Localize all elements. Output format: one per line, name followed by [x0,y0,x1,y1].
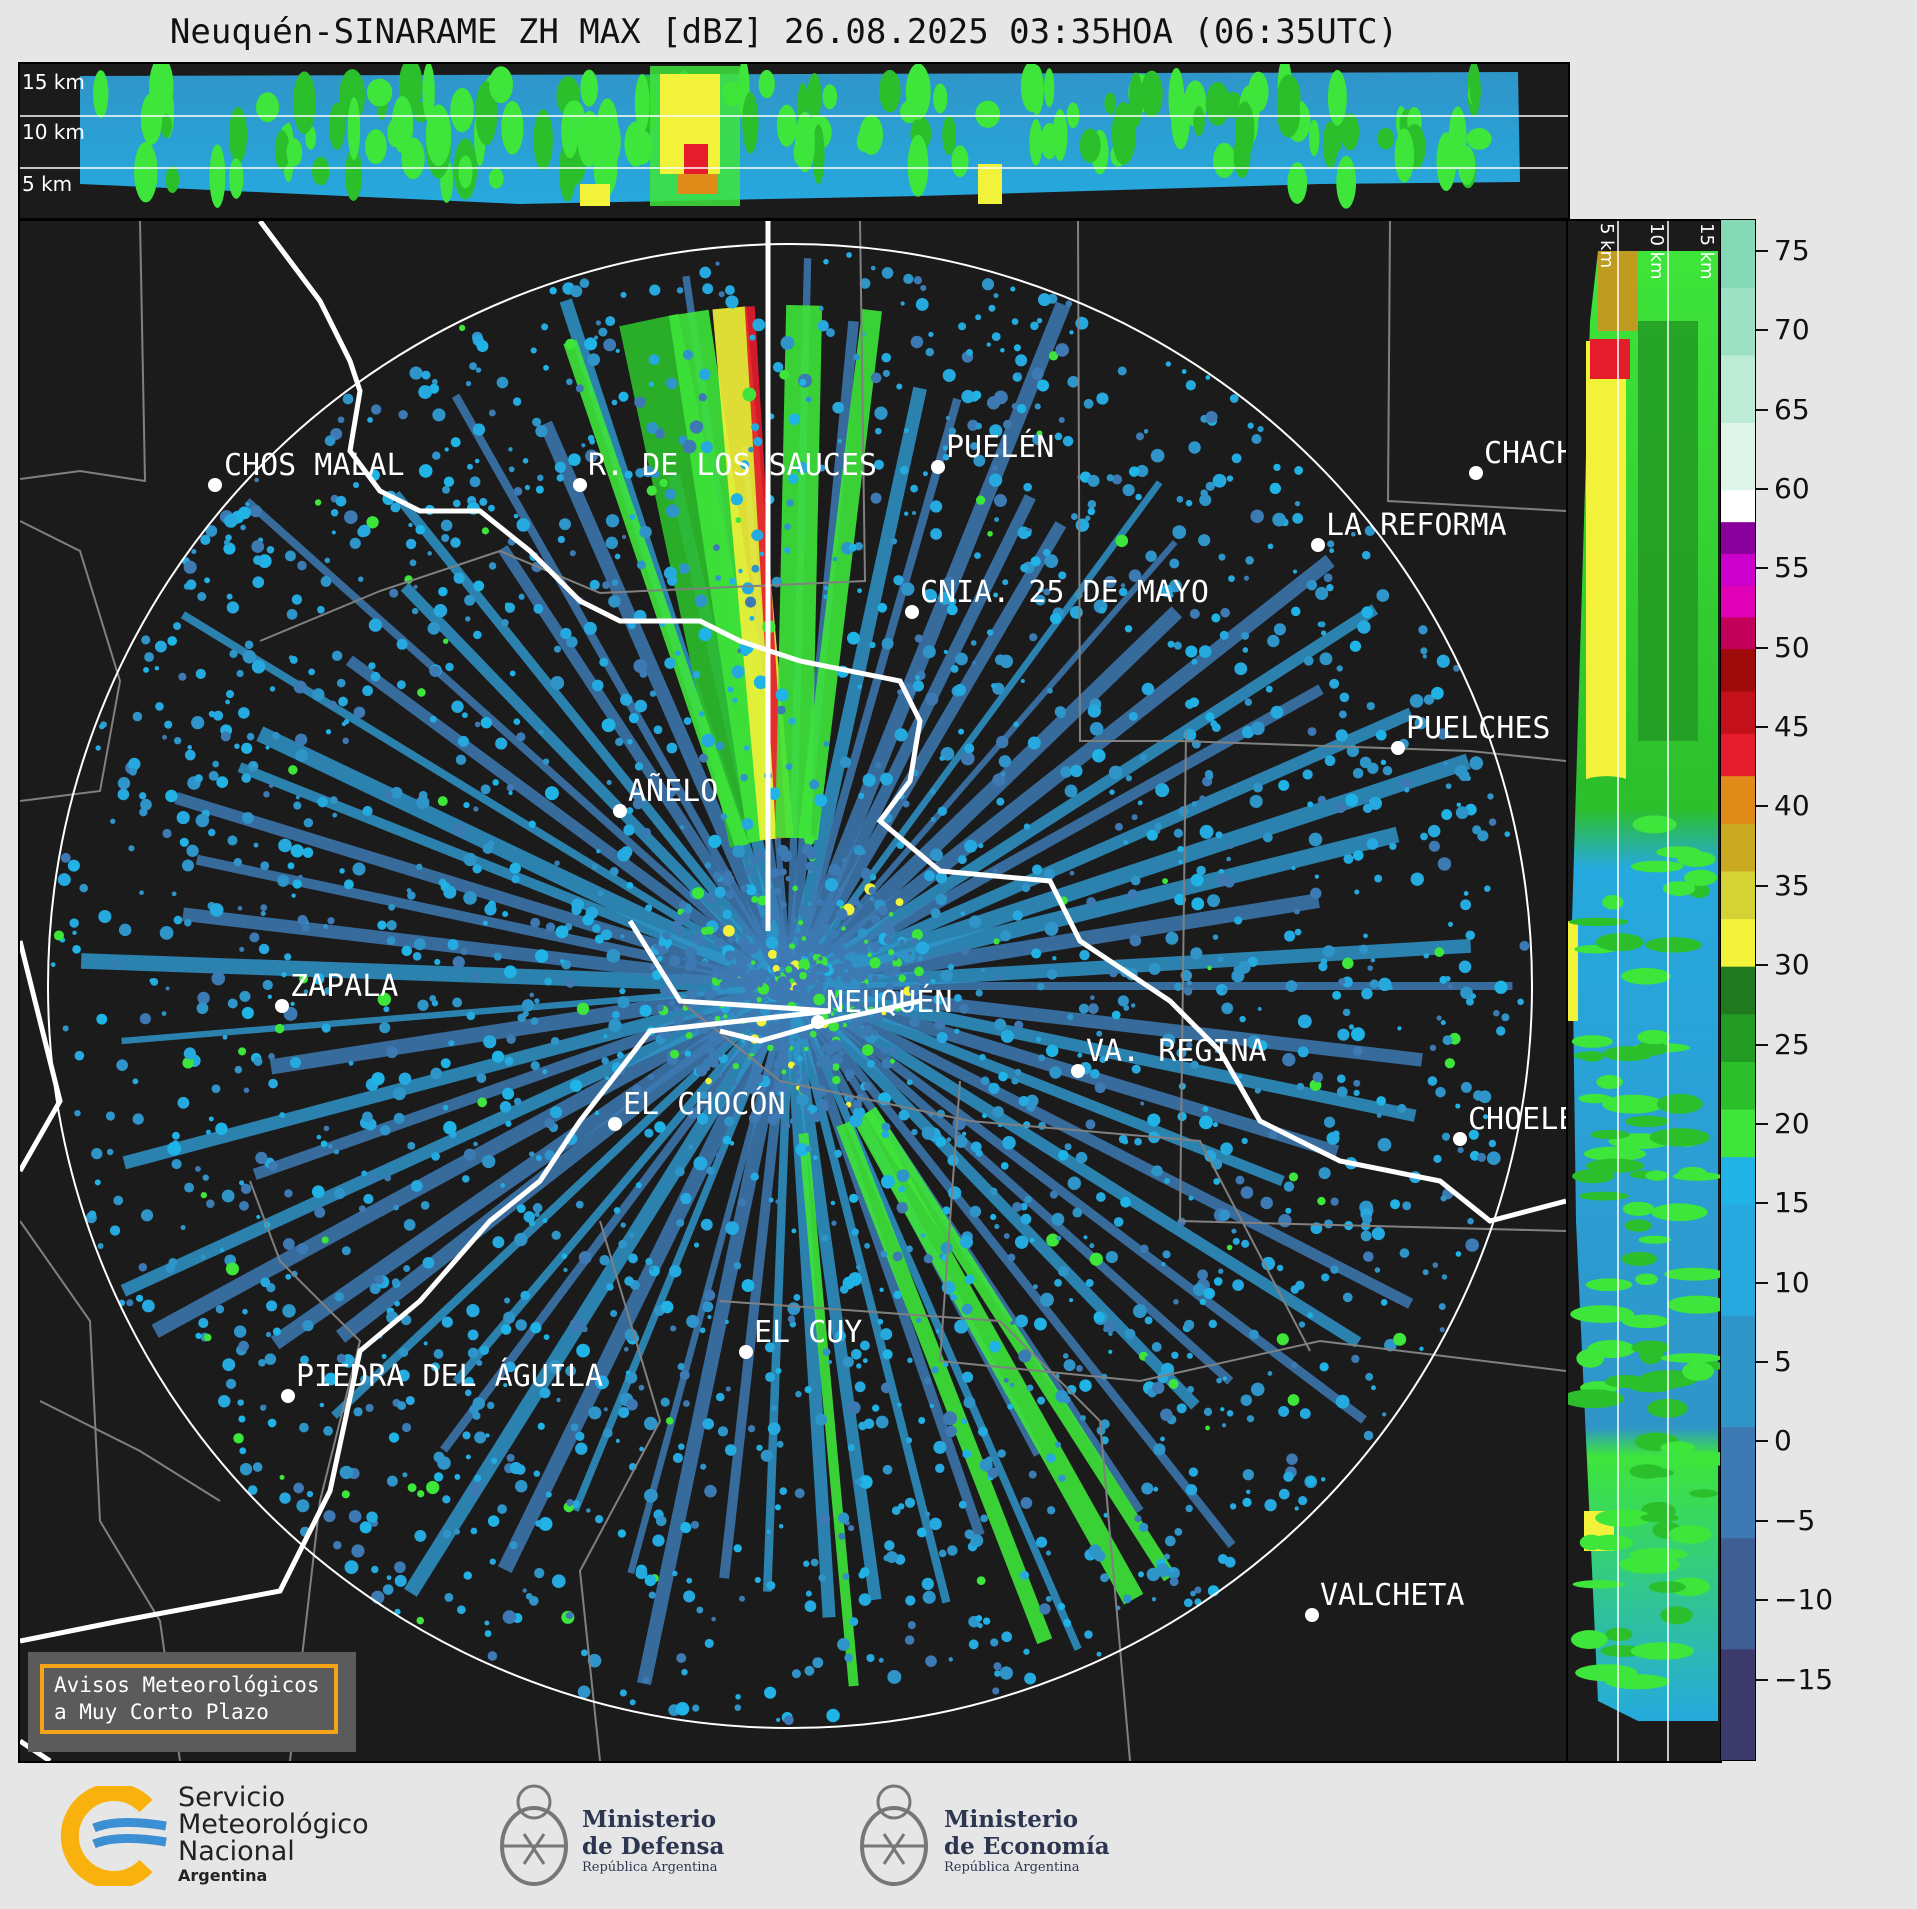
colorbar-tick-mark [1756,884,1768,887]
city-label-piedra-del-aguila: PIEDRA DEL ÁGUILA [296,1358,603,1394]
side-cross-section-panel: 5 km 10 km 15 km [1566,219,1722,1763]
colorbar-tick-mark [1756,964,1768,967]
km-label-10: 10 km [1646,223,1667,280]
page-title: Neuquén-SINARAME ZH MAX [dBZ] 26.08.2025… [169,12,1399,52]
city-label-anelo: AÑELO [628,773,718,809]
colorbar-tick-mark [1756,1202,1768,1205]
defensa-line-2: de Defensa [582,1833,725,1860]
colorbar-tick-mark [1756,329,1768,332]
colorbar-tick-mark [1756,249,1768,252]
economia-logo-text: Ministerio de Economía República Argenti… [944,1806,1110,1875]
colorbar-tick-label: 20 [1774,1106,1810,1140]
defensa-logo-text: Ministerio de Defensa República Argentin… [582,1806,724,1875]
colorbar-tick-label: 10 [1774,1265,1810,1299]
colorbar-tick-mark [1756,1678,1768,1681]
colorbar-tick-label: 70 [1774,313,1810,347]
city-label-el-chocon: EL CHOCÓN [623,1085,786,1122]
avisos-label: Avisos Meteorológicos a Muy Corto Plazo [40,1664,338,1734]
city-label-va-regina: VA. REGINA [1086,1034,1267,1069]
top-cross-section-graphic [20,64,1568,209]
colorbar-tick-label: 5 [1774,1345,1792,1379]
km-label-5: 5 km [22,172,73,196]
colorbar-tick-label: 0 [1774,1424,1792,1458]
colorbar-tick-mark [1756,1519,1768,1522]
km-label-15: 15 km [22,70,85,94]
city-label-r-de-los-sauces: R. DE LOS SAUCES [588,448,877,483]
economia-line-2: de Economía [944,1833,1110,1860]
km-label-5: 5 km [1596,223,1617,269]
smn-logo-text: Servicio Meteorológico Nacional Argentin… [178,1784,369,1887]
colorbar-tick-label: −10 [1774,1583,1834,1617]
avisos-line-1: Avisos Meteorológicos [54,1673,320,1697]
argentina-seal-icon [494,1774,574,1894]
colorbar-tick-mark [1756,567,1768,570]
colorbar-tick-mark [1756,646,1768,649]
economia-line-3: República Argentina [944,1860,1080,1875]
smn-logo-icon [58,1786,168,1886]
colorbar-tick-label: −5 [1774,1503,1816,1537]
defensa-line-3: República Argentina [582,1860,718,1875]
colorbar-tick-mark [1756,487,1768,490]
colorbar-tick-mark [1756,805,1768,808]
colorbar-tick-label: 25 [1774,1027,1810,1061]
colorbar-tick-mark [1756,1440,1768,1443]
colorbar-tick-label: 60 [1774,471,1810,505]
colorbar-tick-mark [1756,1281,1768,1284]
smn-line-1: Servicio [178,1782,286,1813]
km-label-10: 10 km [22,120,85,144]
smn-line-3: Nacional [178,1836,295,1867]
city-markers [208,460,1483,1622]
colorbar-tick-label: 40 [1774,789,1810,823]
colorbar-tick-label: 75 [1774,233,1810,267]
colorbar-tick-mark [1756,408,1768,411]
colorbar-tick-label: 15 [1774,1186,1810,1220]
colorbar-tick-label: 30 [1774,948,1810,982]
colorbar-tick-mark [1756,1122,1768,1125]
economia-line-1: Ministerio [944,1806,1079,1833]
colorbar-tick-label: 55 [1774,551,1810,585]
city-label-la-reforma: LA REFORMA [1326,508,1507,543]
km-label-15: 15 km [1696,223,1717,280]
dbz-colorbar [1720,219,1756,1761]
defensa-line-1: Ministerio [582,1806,717,1833]
side-cross-section-graphic [1568,221,1720,1761]
rivers [20,221,1566,1761]
smn-line-4: Argentina [178,1866,268,1885]
city-label-zapala: ZAPALA [290,969,398,1004]
top-cross-section-panel: 15 km 10 km 5 km [18,62,1570,220]
radar-ppi-graphic: CHOS MALAL R. DE LOS SAUCES PUELÉN CHACH… [20,221,1566,1761]
avisos-line-2: a Muy Corto Plazo [54,1700,269,1724]
radar-map: CHOS MALAL R. DE LOS SAUCES PUELÉN CHACH… [18,219,1568,1763]
argentina-seal-icon [854,1774,934,1894]
colorbar-tick-mark [1756,1599,1768,1602]
colorbar-tick-label: 35 [1774,868,1810,902]
colorbar-tick-mark [1756,1043,1768,1046]
city-label-puelen: PUELÉN [946,429,1054,465]
colorbar-tick-label: −15 [1774,1662,1834,1696]
city-label-puelches: PUELCHES [1406,711,1551,746]
city-label-cnia-25-de-mayo: CNIA. 25 DE MAYO [920,575,1209,610]
colorbar-tick-mark [1756,726,1768,729]
colorbar-tick-label: 65 [1774,392,1810,426]
colorbar-tick-label: 50 [1774,630,1810,664]
colorbar-tick-label: 45 [1774,710,1810,744]
city-label-el-cuy: EL CUY [754,1315,862,1350]
colorbar-tick-mark [1756,1361,1768,1364]
city-label-chach: CHACH [1484,436,1566,471]
city-label-chos-malal: CHOS MALAL [224,448,405,483]
city-label-choele: CHOELE [1468,1102,1566,1137]
city-label-neuquen: NEUQUÉN [826,984,952,1020]
smn-line-2: Meteorológico [178,1809,369,1840]
city-label-valcheta: VALCHETA [1320,1578,1465,1613]
avisos-box: Avisos Meteorológicos a Muy Corto Plazo [28,1652,356,1752]
